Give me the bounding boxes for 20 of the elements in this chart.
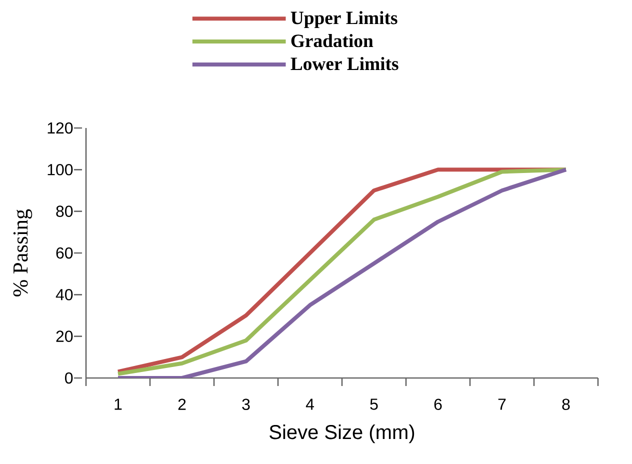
x-tick-label: 7	[498, 398, 506, 410]
x-tick-label: 2	[178, 398, 186, 410]
x-tick-label: 4	[306, 398, 314, 410]
x-tick-label: 6	[434, 398, 442, 410]
x-tick-label: 8	[562, 398, 570, 410]
legend-label: Lower Limits	[290, 56, 398, 70]
y-tick-label: 80	[56, 206, 73, 217]
y-tick-label: 40	[56, 288, 73, 300]
y-axis-title: % Passing	[13, 209, 32, 296]
legend-label: Upper Limits	[290, 11, 398, 28]
y-tick-label: 0	[65, 372, 73, 384]
y-tick-label: 60	[56, 247, 73, 259]
x-axis-title: Sieve Size (mm)	[270, 424, 414, 444]
x-tick-label: 5	[370, 398, 378, 410]
y-tick-label: 100	[48, 164, 73, 176]
legend-label: Gradation	[291, 34, 374, 48]
y-tick-label: 20	[56, 330, 73, 342]
x-tick-label: 1	[114, 398, 122, 410]
y-tick-label: 120	[48, 122, 73, 134]
x-tick-label: 3	[242, 398, 250, 410]
